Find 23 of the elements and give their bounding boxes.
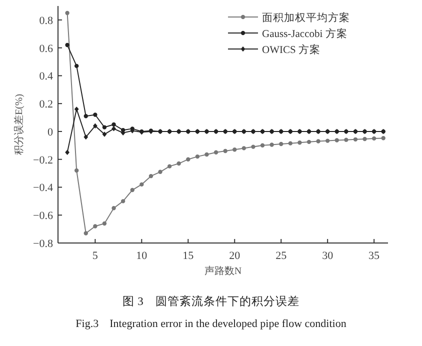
y-tick-label: 0.8 (39, 14, 54, 27)
x-tick-label: 35 (368, 250, 380, 262)
y-tick-label: 0 (48, 126, 54, 138)
x-tick-label: 20 (229, 250, 241, 262)
y-tick-label: −0.4 (33, 182, 54, 194)
legend-label: 面积加权平均方案 (262, 11, 350, 24)
y-tick-label: 0.6 (39, 42, 54, 55)
y-tick-label: −0.2 (33, 154, 53, 166)
y-axis-title: 积分误差E(%) (13, 94, 25, 156)
caption: Fig.3 Integration error in the developed pipe flow condition (76, 318, 347, 330)
x-axis-title: 声路数N (204, 265, 242, 277)
y-tick-label: 0.2 (39, 98, 53, 111)
x-tick-label: 5 (92, 250, 98, 262)
y-tick-label: −0.8 (33, 238, 54, 250)
x-tick-label: 25 (276, 250, 288, 262)
legend-label: Gauss-Jaccobi 方案 (262, 27, 348, 40)
y-tick-label: 0.4 (39, 70, 54, 83)
caption: 图 3 圆管紊流条件下的积分误差 (122, 294, 300, 308)
x-tick-label: 15 (182, 250, 194, 262)
x-tick-label: 30 (322, 250, 334, 262)
legend-label: OWICS 方案 (262, 43, 320, 56)
y-tick-label: −0.6 (33, 210, 54, 222)
x-tick-label: 10 (136, 250, 148, 262)
